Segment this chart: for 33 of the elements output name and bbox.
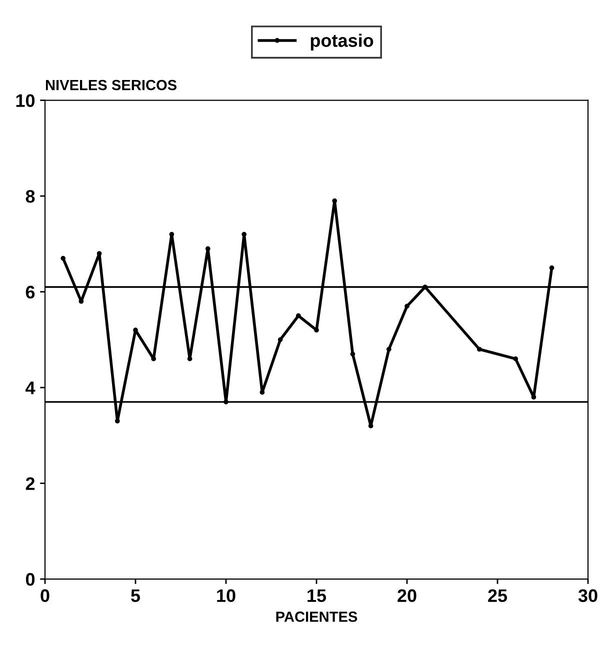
point	[350, 352, 356, 356]
x-tick-label: 15	[308, 589, 326, 602]
point	[476, 346, 482, 352]
x-tick-label: 30	[578, 589, 598, 602]
point	[404, 304, 410, 309]
point	[96, 251, 102, 256]
x-tick-label: 10	[217, 589, 236, 602]
legend-label: potasio	[310, 34, 374, 51]
y-tick-label: 8	[26, 190, 35, 203]
y-tick-label: 10	[16, 94, 35, 108]
y-tick-label: 2	[26, 477, 35, 490]
point	[314, 328, 319, 333]
point	[513, 356, 518, 362]
point	[169, 232, 174, 237]
y-tick-label: 0	[26, 573, 35, 586]
point	[242, 232, 247, 237]
point	[531, 394, 536, 400]
x-tick-label: 0	[40, 589, 50, 602]
x-tick-label: 25	[488, 589, 508, 602]
point	[332, 198, 338, 204]
x-tick-label: 20	[398, 589, 416, 602]
point	[549, 265, 554, 270]
y-axis-title: NIVELES SERICOS	[46, 80, 177, 90]
point	[386, 346, 392, 352]
y-tick-label: 6	[26, 286, 35, 299]
y-tick-label: 4	[26, 382, 36, 394]
x-axis-title: PACIENTES	[276, 612, 358, 622]
point	[260, 390, 265, 395]
x-tick-label: 5	[131, 589, 140, 602]
point	[60, 256, 66, 261]
point	[114, 418, 120, 424]
point	[296, 313, 301, 318]
point	[278, 337, 283, 342]
